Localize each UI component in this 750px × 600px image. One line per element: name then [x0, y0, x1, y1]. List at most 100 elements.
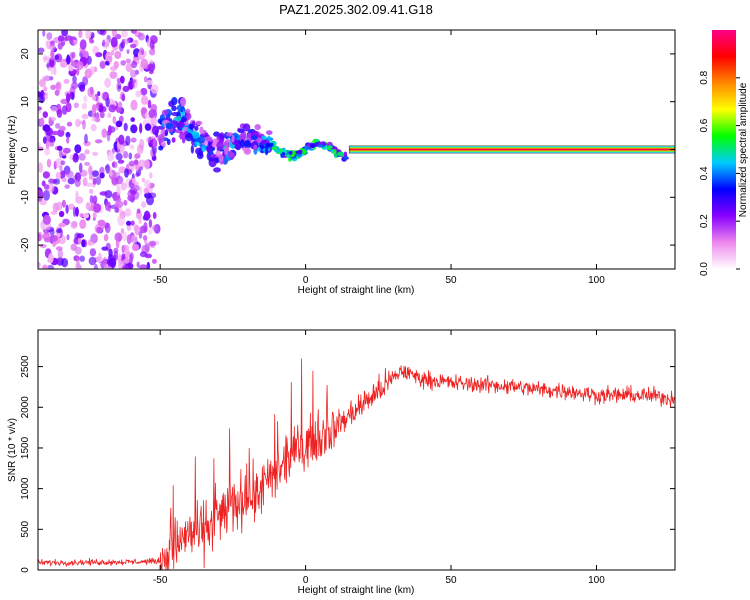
y-tick-label: 20: [20, 48, 31, 60]
noise-blob: [92, 212, 97, 219]
y-tick-label: 1000: [20, 477, 31, 500]
noise-blob: [93, 263, 98, 269]
noise-blob: [121, 245, 125, 254]
scintillation-blob: [168, 100, 175, 107]
noise-blob: [91, 111, 95, 122]
noise-blob: [141, 201, 147, 208]
noise-blob: [148, 109, 155, 119]
noise-blob: [143, 76, 148, 83]
noise-blob: [146, 79, 153, 85]
noise-blob: [97, 91, 101, 97]
noise-blob: [56, 228, 62, 234]
noise-blob: [91, 170, 99, 178]
scintillation-blob: [196, 152, 204, 160]
scintillation-blob: [195, 120, 203, 126]
noise-blob: [148, 240, 157, 247]
spectrogram-heatmap: [38, 30, 675, 269]
noise-blob: [84, 68, 93, 79]
scintillation-blob: [239, 132, 246, 143]
noise-blob: [38, 190, 44, 199]
scintillation-blob: [178, 134, 186, 139]
noise-blob: [122, 264, 129, 269]
noise-blob: [151, 155, 157, 161]
noise-blob: [90, 123, 97, 132]
noise-blob: [84, 161, 91, 166]
noise-blob: [124, 208, 132, 217]
noise-blob: [117, 159, 125, 164]
noise-blob: [70, 220, 78, 229]
scintillation-blob: [185, 108, 191, 114]
noise-blob: [126, 220, 132, 226]
scintillation-blob: [165, 122, 174, 130]
scintillation-blob: [253, 144, 258, 150]
noise-blob: [141, 177, 146, 183]
scintillation-blob: [171, 137, 176, 143]
scintillation-blob: [206, 146, 212, 153]
spectrogram-x-label: Height of straight line (km): [298, 285, 415, 296]
noise-blob: [51, 130, 59, 136]
noise-blob: [135, 172, 140, 177]
noise-blob: [48, 253, 54, 264]
noise-blob: [88, 165, 93, 176]
noise-blob: [72, 154, 79, 163]
noise-blob: [81, 102, 88, 110]
noise-blob: [42, 171, 51, 179]
signal-band-edge: [348, 145, 675, 154]
noise-blob: [128, 160, 136, 167]
noise-blob: [73, 102, 79, 109]
noise-blob: [38, 146, 44, 152]
spectrogram-x-ticks: -50 0 50 100: [153, 30, 605, 286]
noise-blob: [71, 81, 79, 90]
noise-blob: [99, 111, 105, 119]
noise-blob: [139, 123, 143, 134]
noise-blob: [111, 161, 118, 169]
x-tick-label: 100: [588, 275, 605, 286]
noise-blob: [47, 182, 55, 193]
y-tick-label: 500: [20, 521, 31, 538]
noise-blob: [143, 222, 148, 233]
snr-series-line: [38, 358, 675, 570]
noise-blob: [114, 207, 120, 213]
noise-blob: [136, 208, 141, 214]
noise-blob: [129, 79, 137, 84]
scintillation-blob: [250, 135, 258, 141]
noise-blob: [115, 120, 123, 128]
noise-blob: [59, 125, 66, 132]
noise-blob: [92, 95, 97, 101]
noise-blob: [59, 170, 66, 180]
y-tick-label: 10: [20, 96, 31, 108]
noise-blob: [74, 144, 82, 154]
noise-blob: [74, 246, 82, 255]
colorbar-tick-label: 0.4: [699, 166, 710, 180]
noise-blob: [147, 99, 152, 109]
y-tick-label: -20: [20, 237, 31, 252]
noise-blob: [123, 257, 130, 264]
noise-blob: [99, 191, 108, 196]
noise-blob: [109, 71, 118, 79]
noise-blob: [49, 44, 56, 52]
noise-blob: [84, 133, 88, 144]
noise-blob: [148, 48, 156, 56]
noise-blob: [89, 188, 94, 195]
noise-blob: [81, 113, 89, 120]
transition-blob: [310, 143, 316, 149]
noise-blob: [146, 261, 151, 269]
noise-blob: [48, 57, 56, 68]
noise-blob: [66, 93, 71, 103]
noise-blob: [46, 32, 53, 40]
x-tick-label: 100: [588, 575, 605, 586]
noise-blob: [78, 162, 83, 173]
noise-blob: [69, 91, 75, 100]
noise-blob: [98, 104, 104, 113]
noise-blob: [101, 91, 108, 101]
noise-blob: [46, 158, 52, 168]
snr-y-label: SNR (10 * v/v): [7, 418, 18, 482]
scintillation-blob: [159, 114, 165, 122]
noise-blob: [42, 30, 46, 37]
scintillation-blob: [157, 134, 165, 143]
scintillation-blob: [266, 130, 273, 136]
noise-blob: [42, 214, 51, 225]
scintillation-blob: [242, 123, 251, 132]
noise-blob: [138, 159, 147, 168]
noise-blob: [79, 213, 84, 218]
